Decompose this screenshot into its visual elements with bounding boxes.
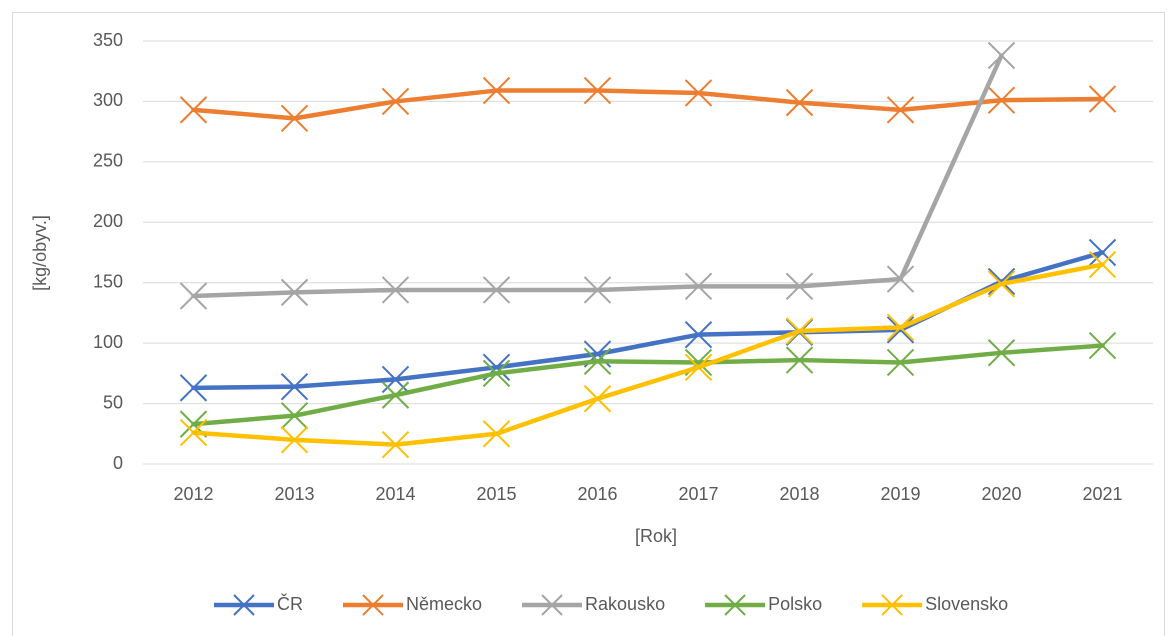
data-marker bbox=[381, 87, 410, 116]
data-marker bbox=[280, 426, 309, 454]
data-marker bbox=[381, 430, 410, 459]
legend-label: Polsko bbox=[768, 594, 822, 614]
data-marker bbox=[381, 365, 410, 394]
data-marker bbox=[381, 276, 410, 304]
data-marker bbox=[785, 346, 814, 374]
data-marker bbox=[583, 385, 612, 413]
data-marker bbox=[482, 76, 511, 105]
legend-label: ČR bbox=[277, 593, 303, 614]
data-marker bbox=[684, 272, 713, 301]
data-marker bbox=[179, 96, 208, 124]
data-marker bbox=[785, 272, 814, 301]
y-tick-label: 250 bbox=[93, 151, 123, 171]
data-marker bbox=[179, 418, 208, 447]
legend-label: Německo bbox=[406, 594, 482, 614]
data-marker bbox=[785, 88, 814, 117]
y-tick-label: 350 bbox=[93, 30, 123, 50]
data-marker bbox=[886, 316, 915, 344]
y-tick-label: 300 bbox=[93, 90, 123, 110]
data-marker bbox=[280, 401, 309, 430]
data-marker bbox=[684, 320, 713, 349]
x-tick-label: 2012 bbox=[173, 484, 213, 504]
data-marker bbox=[280, 104, 309, 133]
series-line bbox=[191, 343, 1105, 427]
x-tick-label: 2021 bbox=[1082, 484, 1122, 504]
data-marker bbox=[583, 276, 612, 304]
x-tick-label: 2018 bbox=[779, 484, 819, 504]
x-tick-label: 2020 bbox=[981, 484, 1021, 504]
data-marker bbox=[482, 276, 511, 304]
legend-marker bbox=[362, 594, 384, 616]
data-marker bbox=[987, 270, 1016, 298]
series-line bbox=[191, 262, 1105, 447]
series-line bbox=[191, 88, 1105, 121]
data-marker bbox=[1088, 85, 1117, 113]
data-marker bbox=[785, 317, 814, 345]
data-marker bbox=[482, 359, 511, 388]
y-tick-label: 150 bbox=[93, 271, 123, 291]
data-marker bbox=[1088, 331, 1117, 360]
y-tick-label: 0 bbox=[113, 453, 123, 473]
data-marker bbox=[179, 374, 208, 402]
legend-marker bbox=[541, 594, 563, 616]
data-marker bbox=[583, 347, 612, 375]
data-marker bbox=[280, 372, 309, 401]
y-tick-label: 100 bbox=[93, 332, 123, 352]
x-tick-label: 2017 bbox=[678, 484, 718, 504]
legend-label: Slovensko bbox=[925, 594, 1008, 614]
data-marker bbox=[886, 313, 915, 342]
x-tick-label: 2013 bbox=[274, 484, 314, 504]
data-marker bbox=[886, 265, 915, 293]
y-tick-label: 200 bbox=[93, 211, 123, 231]
x-tick-label: 2016 bbox=[577, 484, 617, 504]
x-tick-label: 2019 bbox=[880, 484, 920, 504]
data-marker bbox=[482, 420, 511, 448]
x-axis-label: [Rok] bbox=[635, 526, 677, 546]
data-marker bbox=[381, 381, 410, 409]
data-marker bbox=[886, 348, 915, 377]
data-marker bbox=[987, 41, 1016, 70]
data-marker bbox=[684, 353, 713, 382]
chart-frame bbox=[12, 12, 1165, 636]
data-marker bbox=[280, 278, 309, 307]
y-axis-label: [kg/obyv.] bbox=[30, 215, 50, 291]
legend-marker bbox=[233, 594, 255, 616]
legend-label: Rakousko bbox=[585, 594, 665, 614]
y-tick-label: 50 bbox=[103, 392, 123, 412]
data-marker bbox=[1088, 238, 1117, 267]
data-marker bbox=[987, 339, 1016, 367]
data-marker bbox=[583, 76, 612, 105]
data-marker bbox=[179, 282, 208, 310]
x-tick-label: 2015 bbox=[476, 484, 516, 504]
x-tick-label: 2014 bbox=[375, 484, 415, 504]
data-marker bbox=[886, 96, 915, 124]
data-marker bbox=[1088, 250, 1117, 279]
legend-marker bbox=[881, 594, 903, 616]
legend-marker bbox=[724, 594, 746, 616]
data-marker bbox=[987, 267, 1016, 296]
data-marker bbox=[987, 86, 1016, 114]
data-marker bbox=[684, 79, 713, 107]
